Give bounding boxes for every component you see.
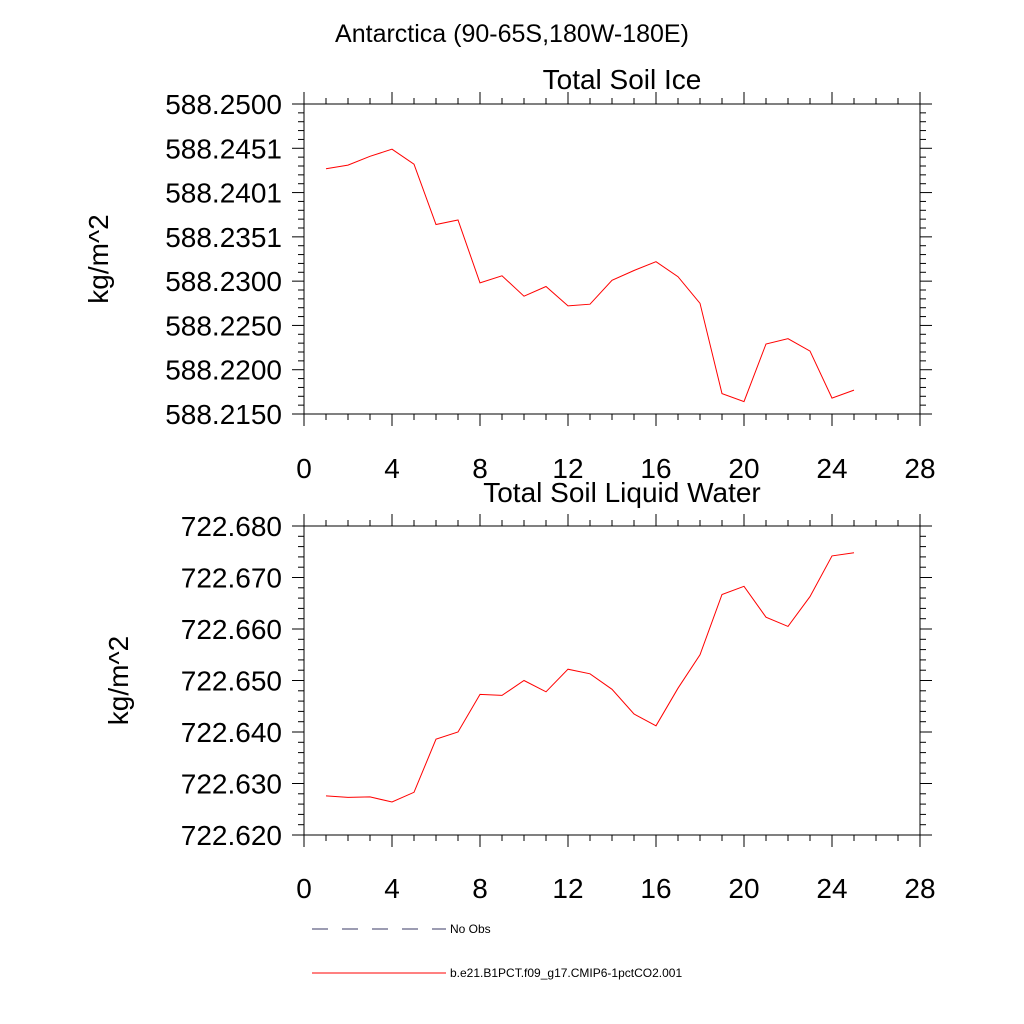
data-point <box>743 401 744 402</box>
data-point <box>545 691 546 692</box>
x-tick-label: 12 <box>552 453 583 484</box>
x-tick-label: 20 <box>728 873 759 904</box>
data-point <box>413 792 414 793</box>
x-tick-label: 24 <box>816 873 847 904</box>
data-point <box>809 351 810 352</box>
panel-total-soil-ice: Total Soil Ice kg/m^2 0 4 8 12 16 20 24 28 588.215… <box>83 64 936 484</box>
data-point <box>743 586 744 587</box>
data-point <box>677 276 678 277</box>
data-point <box>721 594 722 595</box>
y-tick-label: 588.2401 <box>165 178 282 209</box>
legend-label-model: b.e21.B1PCT.f09_g17.CMIP6-1pctCO2.001 <box>450 966 682 980</box>
data-point <box>809 596 810 597</box>
y-tick-label: 722.680 <box>181 511 282 542</box>
data-point <box>369 156 370 157</box>
y-tick-label: 588.2250 <box>165 310 282 341</box>
panel-title: Total Soil Liquid Water <box>483 477 761 508</box>
data-point <box>523 296 524 297</box>
y-tick-label: 722.670 <box>181 563 282 594</box>
y-tick-label: 588.2300 <box>165 266 282 297</box>
y-tick-label: 588.2451 <box>165 133 282 164</box>
data-point <box>611 689 612 690</box>
data-point <box>699 303 700 304</box>
data-point <box>369 796 370 797</box>
x-tick-label: 8 <box>472 453 488 484</box>
data-point <box>391 801 392 802</box>
x-tick-label: 28 <box>904 453 935 484</box>
y-tick-label: 722.650 <box>181 666 282 697</box>
data-point <box>853 552 854 553</box>
data-point <box>413 164 414 165</box>
data-point <box>787 626 788 627</box>
x-tick-label: 0 <box>296 873 312 904</box>
data-point <box>325 168 326 169</box>
x-tick-label: 16 <box>640 873 671 904</box>
data-point <box>435 739 436 740</box>
data-point <box>347 165 348 166</box>
data-point <box>699 654 700 655</box>
data-point <box>655 261 656 262</box>
data-point <box>633 270 634 271</box>
x-tick-label: 12 <box>552 873 583 904</box>
plot-frame <box>303 103 921 415</box>
data-point <box>435 224 436 225</box>
data-point <box>589 304 590 305</box>
x-tick-label: 0 <box>296 453 312 484</box>
y-tick-label: 722.620 <box>181 820 282 851</box>
series-line <box>325 552 855 803</box>
data-point <box>589 673 590 674</box>
x-tick-label: 8 <box>472 873 488 904</box>
data-point <box>523 680 524 681</box>
x-tick-label: 4 <box>384 453 400 484</box>
x-tick-label: 20 <box>728 453 759 484</box>
figure-title: Antarctica (90-65S,180W-180E) <box>335 20 689 48</box>
data-point <box>501 275 502 276</box>
data-point <box>325 795 326 796</box>
data-point <box>567 669 568 670</box>
data-point <box>677 688 678 689</box>
x-tick-label: 24 <box>816 453 847 484</box>
data-point <box>853 390 854 391</box>
plot-frame <box>303 525 921 836</box>
data-point <box>391 149 392 150</box>
data-point <box>831 398 832 399</box>
data-point <box>633 713 634 714</box>
data-point <box>501 695 502 696</box>
data-point <box>765 617 766 618</box>
data-point <box>831 555 832 556</box>
y-axis-label: kg/m^2 <box>83 214 114 303</box>
data-point <box>457 219 458 220</box>
data-point <box>479 282 480 283</box>
y-tick-label: 722.660 <box>181 614 282 645</box>
data-point <box>457 731 458 732</box>
x-tick-label: 16 <box>640 453 671 484</box>
y-tick-label: 722.640 <box>181 717 282 748</box>
data-point <box>545 286 546 287</box>
y-tick-label: 588.2500 <box>165 89 282 120</box>
data-point <box>655 725 656 726</box>
y-tick-label: 588.2150 <box>165 399 282 430</box>
y-tick-label: 722.630 <box>181 769 282 800</box>
data-point <box>479 694 480 695</box>
data-point <box>765 343 766 344</box>
legend-label-no-obs: No Obs <box>450 922 491 936</box>
x-tick-label: 4 <box>384 873 400 904</box>
data-point <box>721 393 722 394</box>
data-point <box>787 338 788 339</box>
data-point <box>567 305 568 306</box>
legend: No Obs b.e21.B1PCT.f09_g17.CMIP6-1pctCO2… <box>312 922 682 980</box>
y-tick-label: 588.2200 <box>165 355 282 386</box>
y-tick-label: 588.2351 <box>165 222 282 253</box>
panel-title: Total Soil Ice <box>543 64 702 95</box>
data-point <box>347 797 348 798</box>
x-tick-label: 28 <box>904 873 935 904</box>
panel-total-soil-liquid-water: Total Soil Liquid Water kg/m^2 0 4 8 12 16 20 24… <box>103 477 936 904</box>
y-axis-label: kg/m^2 <box>103 636 134 725</box>
series-line <box>325 148 855 403</box>
data-point <box>611 280 612 281</box>
